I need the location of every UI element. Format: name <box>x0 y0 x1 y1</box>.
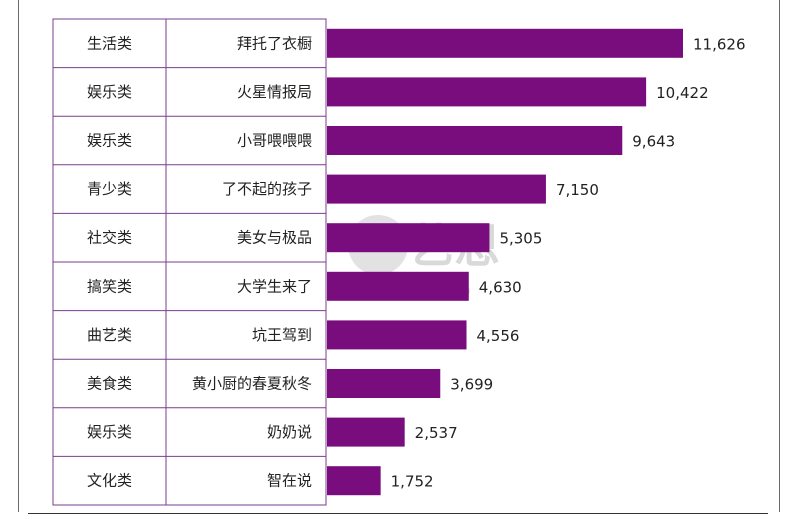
category-label: 拜托了衣橱 <box>237 34 312 52</box>
value-label: 5,305 <box>499 230 542 248</box>
category-label: 了不起的孩子 <box>222 180 312 198</box>
category-label: 智在说 <box>267 472 312 490</box>
group-label: 娱乐类 <box>87 83 132 101</box>
value-label: 11,626 <box>693 35 746 53</box>
value-label: 1,752 <box>391 473 434 491</box>
value-label: 4,556 <box>477 327 520 345</box>
bars: 11,626 10,422 9,643 7,150 5,305 4,630 4,556 3,6… <box>327 28 746 496</box>
bar <box>327 77 647 107</box>
bar <box>327 174 546 204</box>
bar <box>327 466 381 496</box>
bar <box>327 126 623 155</box>
group-label: 生活类 <box>87 34 132 52</box>
bar <box>327 320 467 350</box>
category-label: 美女与极品 <box>237 229 312 247</box>
bar <box>327 28 683 58</box>
chart-frame <box>18 0 780 512</box>
group-label: 文化类 <box>87 472 132 490</box>
category-label: 黄小厨的春夏秋冬 <box>192 375 312 393</box>
bar <box>327 369 441 398</box>
category-label: 坑王驾到 <box>252 326 312 344</box>
group-label: 社交类 <box>87 229 132 247</box>
value-label: 2,537 <box>415 424 458 442</box>
value-label: 7,150 <box>556 181 599 199</box>
group-label: 娱乐类 <box>87 132 132 150</box>
value-label: 9,643 <box>632 133 675 151</box>
value-label: 10,422 <box>656 84 709 102</box>
group-label: 青少类 <box>87 180 132 198</box>
category-label: 小哥喂喂喂 <box>237 132 312 150</box>
group-label: 搞笑类 <box>87 277 132 295</box>
value-label: 3,699 <box>450 376 493 394</box>
group-label: 美食类 <box>87 375 132 393</box>
bar <box>327 223 490 253</box>
group-label: 娱乐类 <box>87 423 132 441</box>
group-label: 曲艺类 <box>87 326 132 344</box>
category-label: 奶奶说 <box>267 423 312 441</box>
bar <box>327 271 469 301</box>
category-label: 火星情报局 <box>237 83 312 101</box>
category-label: 大学生来了 <box>237 277 312 295</box>
bottom-rule <box>28 513 768 514</box>
value-label: 4,630 <box>479 278 522 296</box>
bar <box>327 417 405 447</box>
